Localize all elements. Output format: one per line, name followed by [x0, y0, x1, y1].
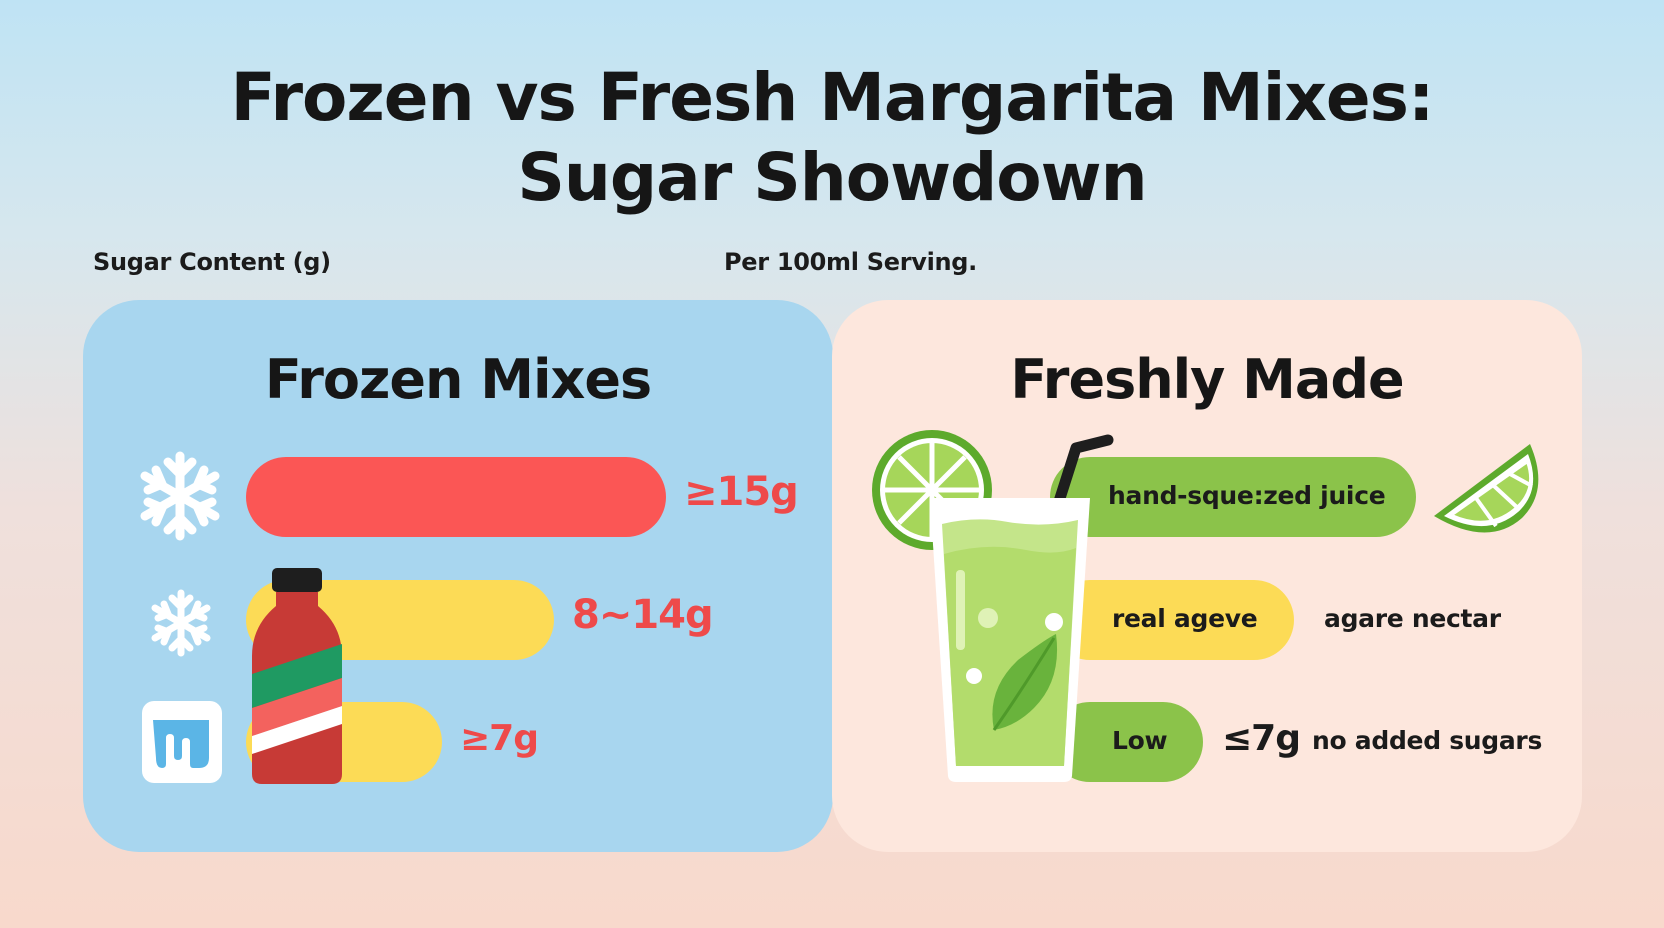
fresh-annotation-3: no added sugars: [1312, 726, 1543, 755]
fresh-category-label-1: hand-sque:zed juice: [1108, 481, 1386, 510]
frozen-value-label-1: ≥15g: [684, 469, 799, 515]
title-line-1: Frozen vs Fresh Margarita Mixes:: [230, 59, 1435, 136]
fresh-category-label-2: real ageve: [1112, 604, 1258, 633]
lime-wedge-icon: [1434, 444, 1539, 533]
fresh-bar-2: [1050, 580, 1294, 660]
snowflake-icon: [140, 451, 220, 541]
title-line-2: Sugar Showdown: [517, 139, 1147, 216]
fresh-category-label-3: Low: [1112, 726, 1168, 755]
serving-note: Per 100ml Serving.: [724, 248, 977, 276]
ice-cube-icon: [142, 701, 222, 783]
frozen-panel-title: Frozen Mixes: [264, 348, 652, 411]
fresh-annotation-2: agare nectar: [1324, 604, 1501, 633]
fresh-bar-1: [1050, 457, 1416, 537]
frozen-bar-1: [246, 457, 666, 537]
snowflake-icon: [151, 589, 211, 657]
page-title: Frozen vs Fresh Margarita Mixes: Sugar S…: [0, 58, 1664, 218]
bottle-icon: [252, 568, 342, 784]
frozen-value-label-3: ≥7g: [460, 718, 539, 759]
fresh-panel-title: Freshly Made: [1010, 348, 1404, 411]
fresh-value-label-3: ≤7g: [1222, 718, 1301, 759]
y-axis-label: Sugar Content (g): [93, 248, 331, 276]
frozen-value-label-2: 8~14g: [572, 592, 714, 638]
margarita-glass-icon: [930, 498, 1090, 782]
